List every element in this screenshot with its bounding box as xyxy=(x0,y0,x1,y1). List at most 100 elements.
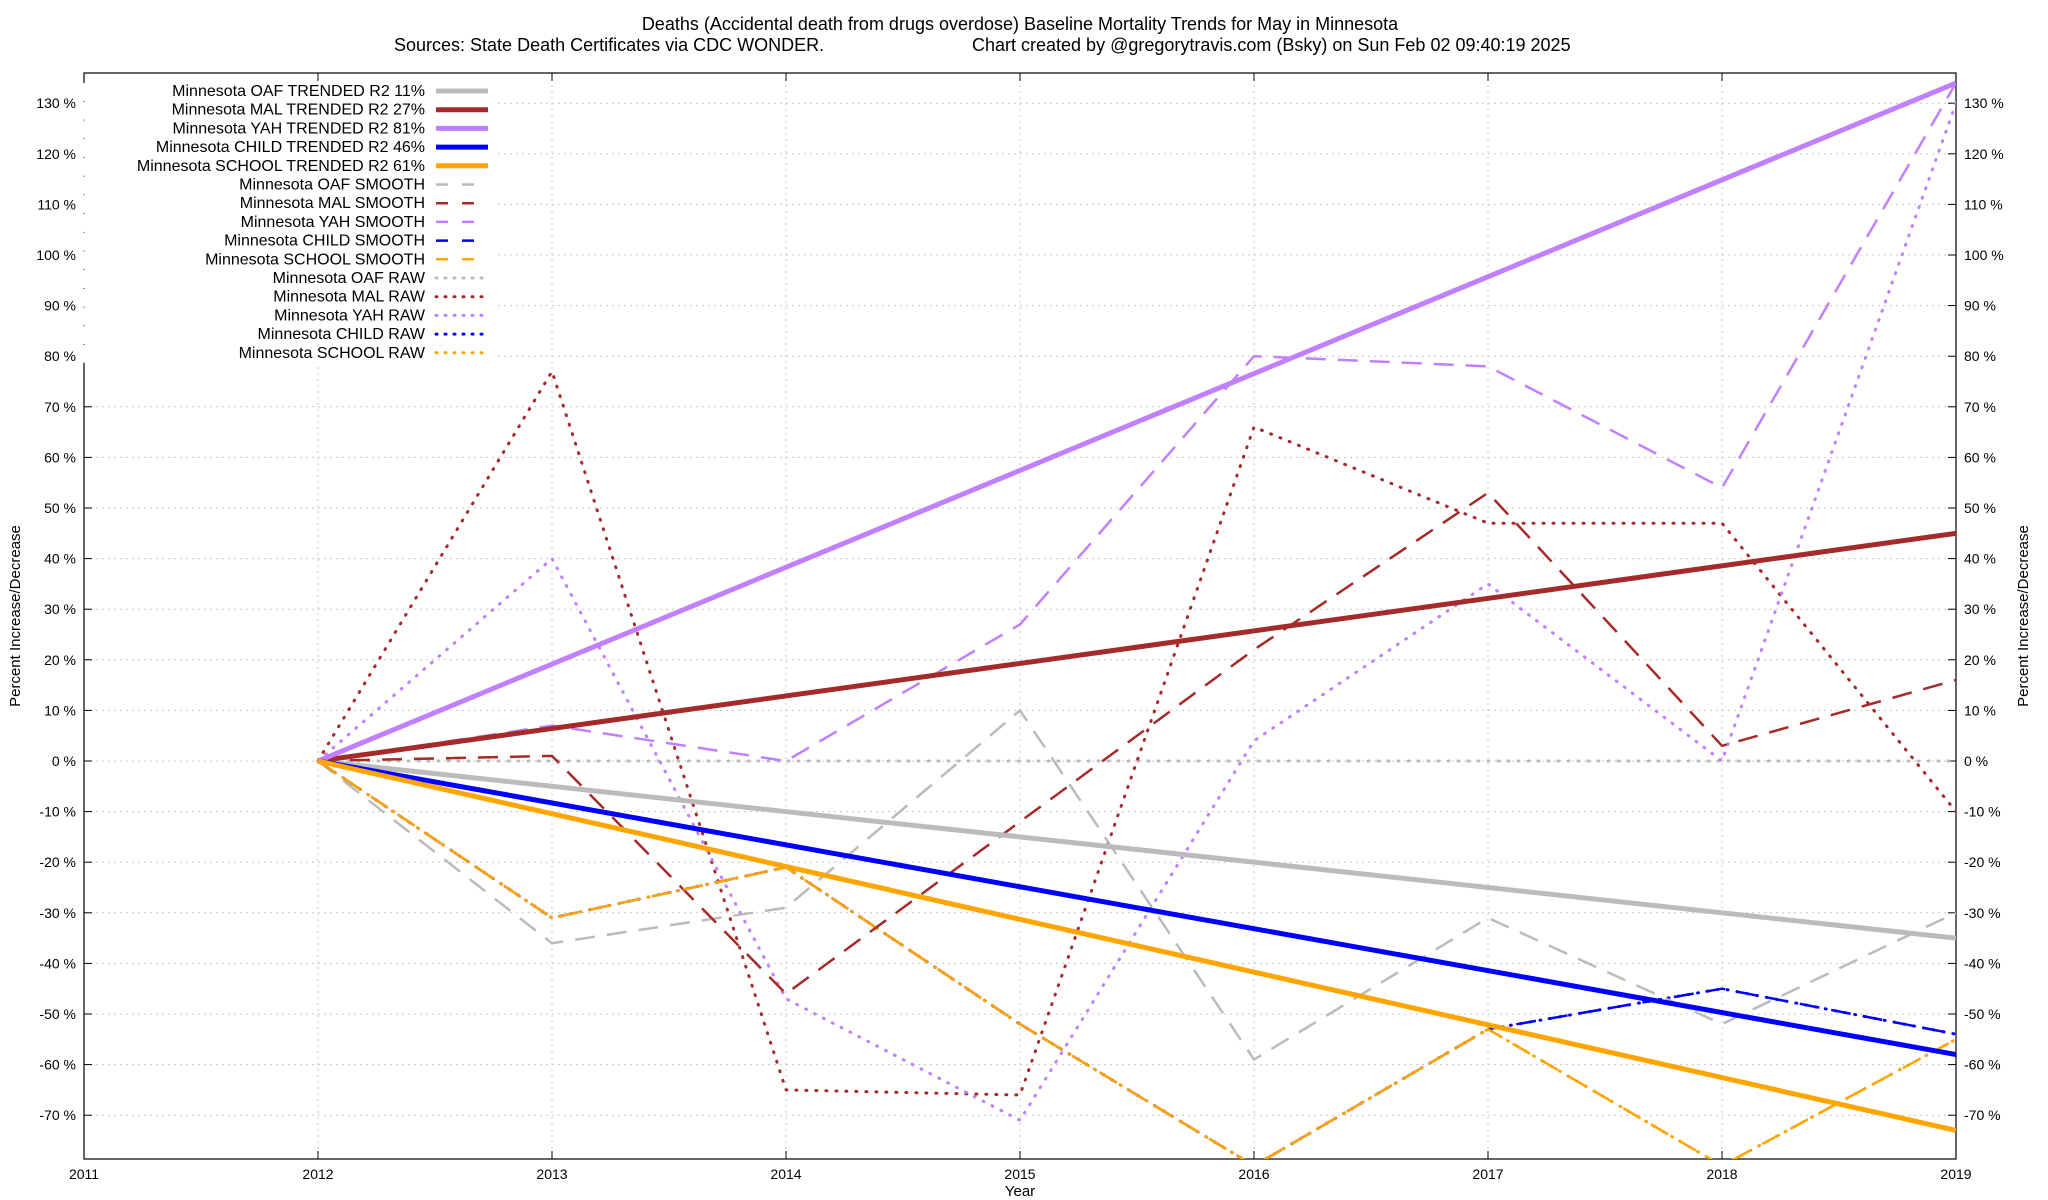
series-line-11 xyxy=(316,369,1956,1097)
y-tick-label-right: 40 % xyxy=(1964,551,1996,567)
x-tick-label: 2017 xyxy=(1472,1166,1503,1182)
x-tick-label: 2019 xyxy=(1940,1166,1971,1182)
legend-item-bg xyxy=(80,195,494,214)
legend-item-bg xyxy=(80,232,494,251)
legend-label: Minnesota MAL TRENDED R2 27% xyxy=(172,102,425,119)
legend-item-bg xyxy=(80,251,494,270)
y-tick-label-left: 40 % xyxy=(44,551,76,567)
chart-title: Deaths (Accidental death from drugs over… xyxy=(642,14,1399,34)
series-line-4 xyxy=(317,758,1956,1133)
y-axis-label-left: Percent Increase/Decrease xyxy=(7,525,24,707)
series-line-0 xyxy=(317,758,1956,941)
y-tick-label-right: -20 % xyxy=(1964,854,2001,870)
y-tick-label-right: 30 % xyxy=(1964,601,1996,617)
series-line-9 xyxy=(317,759,1956,1159)
y-tick-label-left: 110 % xyxy=(37,196,76,212)
series-group xyxy=(316,80,1956,1159)
y-tick-label-right: 10 % xyxy=(1964,702,1996,718)
legend-label: Minnesota CHILD RAW xyxy=(258,326,426,343)
legend-item-bg xyxy=(80,213,494,232)
legend-label: Minnesota SCHOOL TRENDED R2 61% xyxy=(137,158,425,175)
y-tick-label-left: 20 % xyxy=(44,652,76,668)
grid xyxy=(84,73,1956,1159)
y-tick-label-right: -40 % xyxy=(1964,955,2001,971)
y-tick-label-right: -50 % xyxy=(1964,1006,2001,1022)
legend-label: Minnesota OAF SMOOTH xyxy=(239,177,425,194)
chart-subtitle-sources: Sources: State Death Certificates via CD… xyxy=(394,35,824,55)
y-tick-label-right: 120 % xyxy=(1964,146,2004,162)
y-tick-label-right: -60 % xyxy=(1964,1057,2001,1073)
legend-label: Minnesota CHILD SMOOTH xyxy=(224,233,425,250)
y-axis-label-right: Percent Increase/Decrease xyxy=(2015,525,2032,707)
y-tick-label-left: -30 % xyxy=(39,905,76,921)
legend-item-bg xyxy=(80,270,494,288)
legend-label: Minnesota OAF RAW xyxy=(273,270,426,287)
x-tick-label: 2013 xyxy=(536,1166,567,1182)
legend: Minnesota OAF TRENDED R2 11% Minnesota MA… xyxy=(80,83,494,363)
y-tick-label-left: -60 % xyxy=(39,1057,76,1073)
y-tick-label-right: 0 % xyxy=(1964,753,1988,769)
y-tick-label-right: 110 % xyxy=(1964,196,2003,212)
y-tick-label-right: 20 % xyxy=(1964,652,1996,668)
x-tick-label: 2014 xyxy=(770,1166,801,1182)
series-line-1 xyxy=(317,530,1956,764)
legend-item-bg xyxy=(80,307,494,326)
series-line-2 xyxy=(317,80,1956,764)
x-axis-label: Year xyxy=(1005,1183,1035,1200)
series-line-5 xyxy=(317,709,1956,1061)
y-tick-label-left: -20 % xyxy=(39,854,76,870)
y-tick-label-right: 100 % xyxy=(1964,247,2004,263)
y-tick-label-left: 90 % xyxy=(44,298,76,314)
x-tick-label: 2016 xyxy=(1238,1166,1269,1182)
series-line-7 xyxy=(317,82,1956,763)
y-tick-label-left: 30 % xyxy=(44,601,76,617)
y-tick-label-left: 80 % xyxy=(44,348,76,364)
legend-item-bg xyxy=(80,176,494,195)
y-tick-label-right: 50 % xyxy=(1964,500,1996,516)
y-tick-label-left: 70 % xyxy=(44,399,76,415)
legend-label: Minnesota YAH TRENDED R2 81% xyxy=(172,120,425,137)
y-tick-label-right: 60 % xyxy=(1964,449,1996,465)
y-tick-label-left: 10 % xyxy=(44,702,76,718)
y-tick-label-left: -40 % xyxy=(39,955,76,971)
legend-item-bg xyxy=(80,83,494,101)
y-tick-label-right: 70 % xyxy=(1964,399,1996,415)
y-tick-label-left: -10 % xyxy=(39,804,76,820)
x-tick-label: 2018 xyxy=(1706,1166,1737,1182)
legend-item-bg xyxy=(80,120,494,139)
legend-label: Minnesota MAL RAW xyxy=(273,289,426,306)
y-tick-label-right: -30 % xyxy=(1964,905,2001,921)
legend-item-bg xyxy=(80,139,494,158)
legend-label: Minnesota YAH SMOOTH xyxy=(241,214,425,231)
legend-label: Minnesota SCHOOL SMOOTH xyxy=(205,251,425,268)
y-axis-left: 130 % 120 % 110 % 100 % 90 % 80 % 70 % 60 % 50 %… xyxy=(36,95,92,1123)
legend-label: Minnesota OAF TRENDED R2 11% xyxy=(172,83,425,100)
y-tick-label-left: 130 % xyxy=(36,95,76,111)
legend-label: Minnesota CHILD TRENDED R2 46% xyxy=(156,139,425,156)
y-axis-right: 130 % 120 % 110 % 100 % 90 % 80 % 70 % 60 % 50 %… xyxy=(1948,95,2004,1123)
y-tick-label-left: 50 % xyxy=(44,500,76,516)
y-tick-label-right: 90 % xyxy=(1964,298,1996,314)
y-tick-label-right: -70 % xyxy=(1964,1107,2001,1123)
y-tick-label-right: 80 % xyxy=(1964,348,1996,364)
y-tick-label-left: 120 % xyxy=(36,146,76,162)
x-tick-label: 2012 xyxy=(302,1166,333,1182)
legend-label: Minnesota MAL SMOOTH xyxy=(240,195,425,212)
legend-item-bg xyxy=(80,288,494,307)
y-tick-label-left: -70 % xyxy=(39,1107,76,1123)
x-tick-label: 2011 xyxy=(69,1166,99,1182)
y-tick-label-right: 130 % xyxy=(1964,95,2004,111)
legend-label: Minnesota SCHOOL RAW xyxy=(239,345,426,362)
legend-label: Minnesota YAH RAW xyxy=(274,307,426,324)
series-line-6 xyxy=(317,491,1956,996)
legend-item-bg xyxy=(80,157,494,176)
series-line-3 xyxy=(317,758,1956,1057)
y-tick-label-left: 60 % xyxy=(44,449,76,465)
chart-subtitle-credit: Chart created by @gregorytravis.com (Bsk… xyxy=(972,35,1571,55)
series-line-12 xyxy=(316,101,1956,1122)
y-tick-label-left: -50 % xyxy=(39,1006,76,1022)
legend-item-bg xyxy=(80,344,494,363)
legend-item-bg xyxy=(80,326,494,345)
x-tick-label: 2015 xyxy=(1004,1166,1035,1182)
